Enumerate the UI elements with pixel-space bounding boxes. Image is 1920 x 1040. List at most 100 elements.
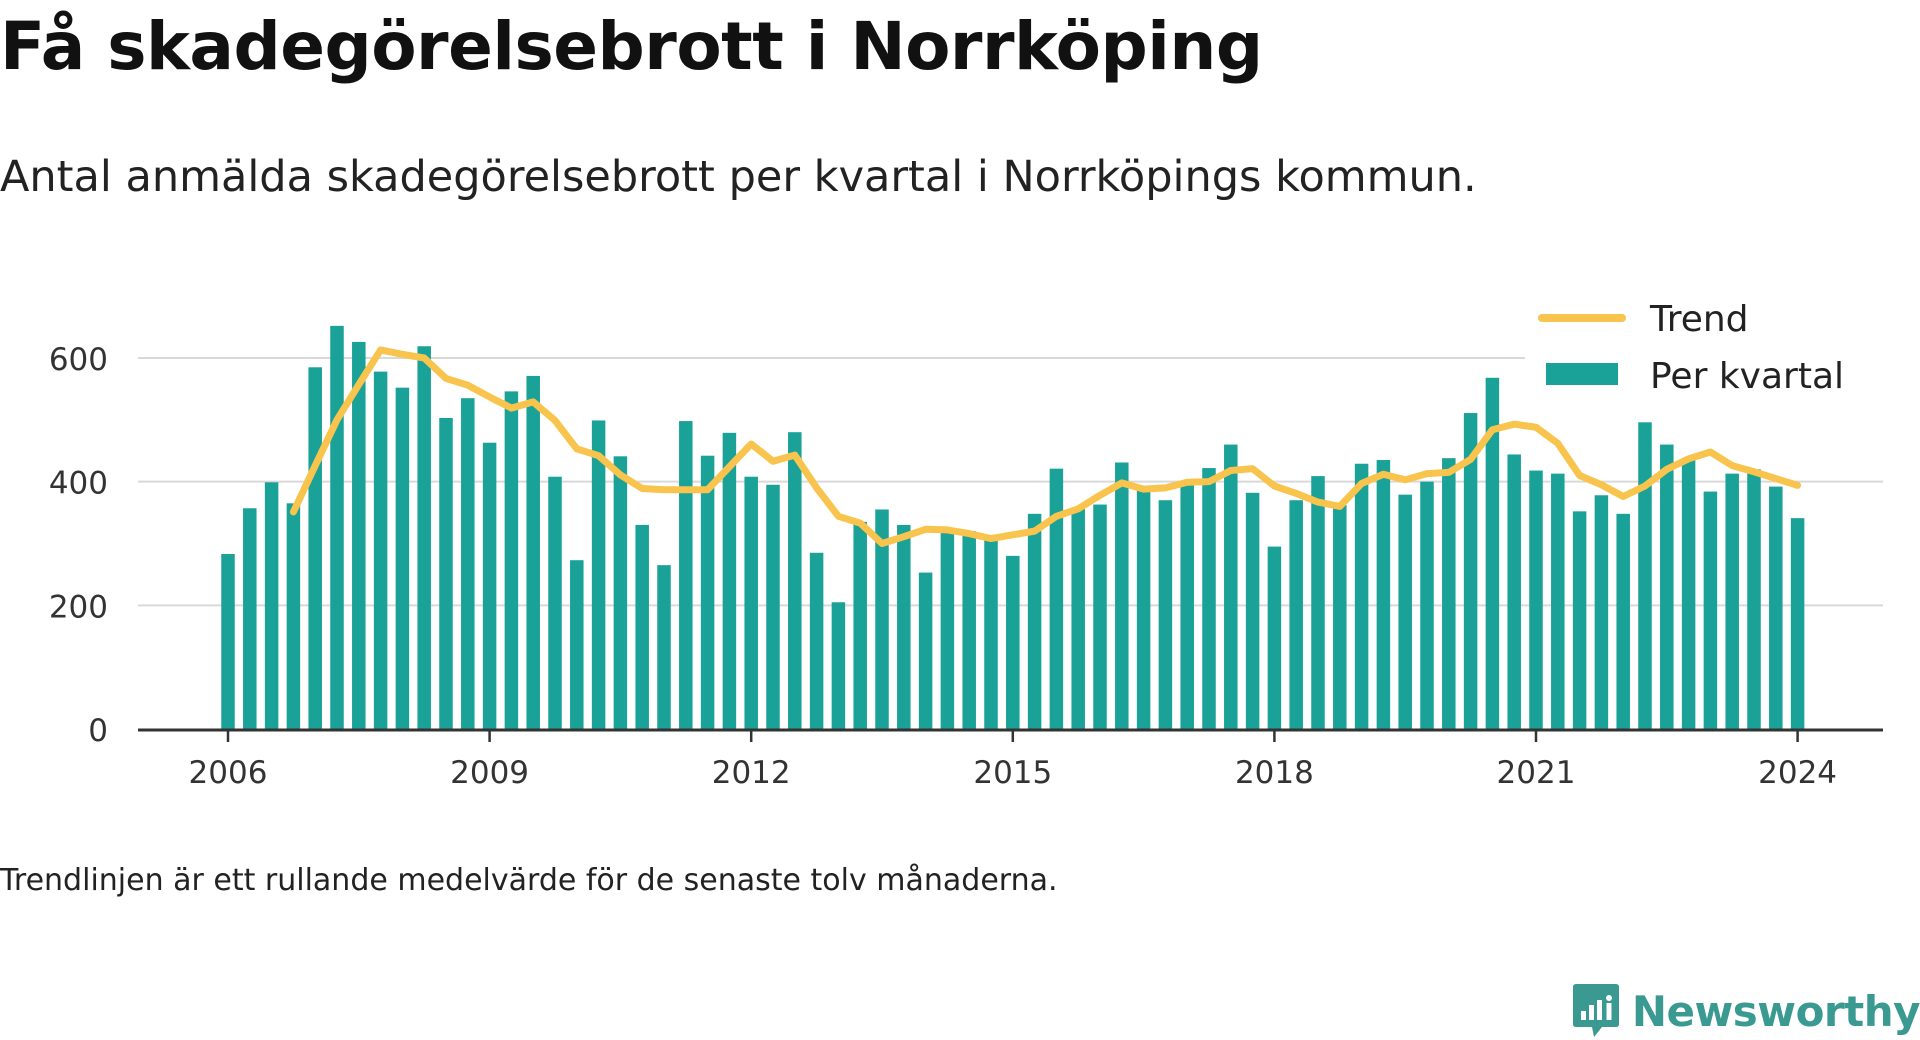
- bar: [221, 554, 235, 729]
- trend-line: [289, 346, 1802, 547]
- bar: [809, 552, 824, 729]
- x-tick-label: 2015: [973, 755, 1052, 791]
- bar: [1158, 500, 1173, 729]
- bar: [831, 602, 846, 729]
- bar: [722, 432, 737, 729]
- x-tick-label: 2021: [1497, 755, 1576, 791]
- bar: [875, 509, 889, 729]
- bar: [1115, 462, 1129, 729]
- bar: [395, 387, 410, 729]
- bar: [330, 325, 344, 729]
- bar: [1616, 513, 1630, 729]
- bar: [1224, 444, 1238, 729]
- bar: [264, 482, 279, 729]
- bar: [700, 455, 715, 729]
- bar: [1398, 494, 1412, 729]
- bar: [1638, 422, 1652, 729]
- x-tick-label: 2012: [712, 755, 791, 791]
- bar: [1136, 489, 1151, 729]
- bar: [308, 367, 322, 729]
- bar: [461, 398, 475, 729]
- bar: [940, 529, 955, 729]
- bar: [1093, 504, 1107, 729]
- legend-background: [1525, 294, 1885, 406]
- bar: [1769, 486, 1783, 729]
- bar: [766, 484, 780, 729]
- bar: [1267, 546, 1282, 729]
- bar: [1660, 444, 1674, 729]
- bar: [417, 346, 431, 729]
- bar: [1442, 458, 1456, 729]
- bar: [1006, 555, 1020, 729]
- legend-trend-label: Trend: [1649, 299, 1749, 340]
- bar: [526, 375, 540, 729]
- bar: [744, 476, 758, 729]
- bar: [897, 524, 911, 729]
- newsworthy-logo-icon: [1572, 984, 1619, 1037]
- bar: [286, 503, 301, 729]
- y-tick-label: 200: [49, 589, 108, 625]
- bar: [570, 560, 584, 729]
- bar: [918, 572, 933, 729]
- x-tick-label: 2009: [450, 755, 529, 791]
- bar: [591, 420, 606, 729]
- bar: [1245, 492, 1260, 729]
- bar: [962, 531, 976, 729]
- trend-series: [289, 346, 1802, 547]
- chart-title: Få skadegörelsebrott i Norrköping: [0, 8, 1263, 85]
- bar: [243, 508, 257, 729]
- bar: [853, 521, 867, 729]
- bar: [1507, 454, 1521, 729]
- legend-bars-swatch: [1546, 363, 1618, 385]
- bar: [1027, 513, 1042, 729]
- bar: [1725, 473, 1739, 729]
- bar: [1681, 459, 1696, 729]
- bars: [221, 325, 1805, 729]
- bar: [1420, 481, 1434, 729]
- bar: [1333, 505, 1347, 729]
- bar: [1790, 518, 1805, 729]
- bar: [1202, 468, 1216, 729]
- x-tick-label: 2006: [189, 755, 268, 791]
- bar: [1311, 476, 1325, 729]
- bar: [1485, 377, 1500, 729]
- bar: [1747, 469, 1761, 729]
- brand-name: Newsworthy: [1631, 986, 1920, 1036]
- bar: [657, 565, 671, 729]
- bar: [679, 421, 693, 729]
- bar: [1071, 508, 1085, 729]
- bar: [504, 391, 519, 729]
- x-tick-label: 2018: [1235, 755, 1314, 791]
- bar: [613, 456, 628, 729]
- bar: [439, 417, 453, 729]
- bar: [635, 524, 649, 729]
- bar: [1376, 460, 1391, 729]
- x-tick-label: 2024: [1758, 755, 1837, 791]
- bar: [1703, 491, 1718, 729]
- y-tick-label: 0: [88, 713, 108, 749]
- bar: [1572, 511, 1587, 729]
- bar: [788, 432, 802, 729]
- y-tick-label: 600: [49, 342, 108, 378]
- bar: [482, 442, 497, 729]
- legend: Trend Per kvartal: [1525, 294, 1885, 406]
- bar: [1594, 495, 1609, 729]
- bar: [1463, 413, 1478, 729]
- bar: [1049, 468, 1064, 729]
- bar: [1289, 500, 1303, 729]
- axes: 0 200 400 600 2006 2009 2012 2015 2018 2021 2024: [49, 342, 1883, 791]
- footnote: Trendlinjen är ett rullande medelvärde f…: [0, 863, 1058, 898]
- chart-subtitle: Antal anmälda skadegörelsebrott per kvar…: [0, 152, 1477, 202]
- bar: [1529, 470, 1543, 729]
- legend-bars-label: Per kvartal: [1650, 356, 1844, 397]
- bar: [984, 537, 998, 729]
- bar-chart: 0 200 400 600 2006 2009 2012 2015 2018 2021 2024 T…: [49, 294, 1885, 791]
- brand-logo[interactable]: Newsworthy: [1572, 982, 1920, 1040]
- bar: [1551, 473, 1565, 729]
- bar: [352, 341, 366, 729]
- y-tick-label: 400: [49, 466, 108, 502]
- bar: [1354, 463, 1369, 729]
- bar: [373, 371, 388, 729]
- bar: [548, 476, 562, 729]
- bar: [1180, 483, 1194, 729]
